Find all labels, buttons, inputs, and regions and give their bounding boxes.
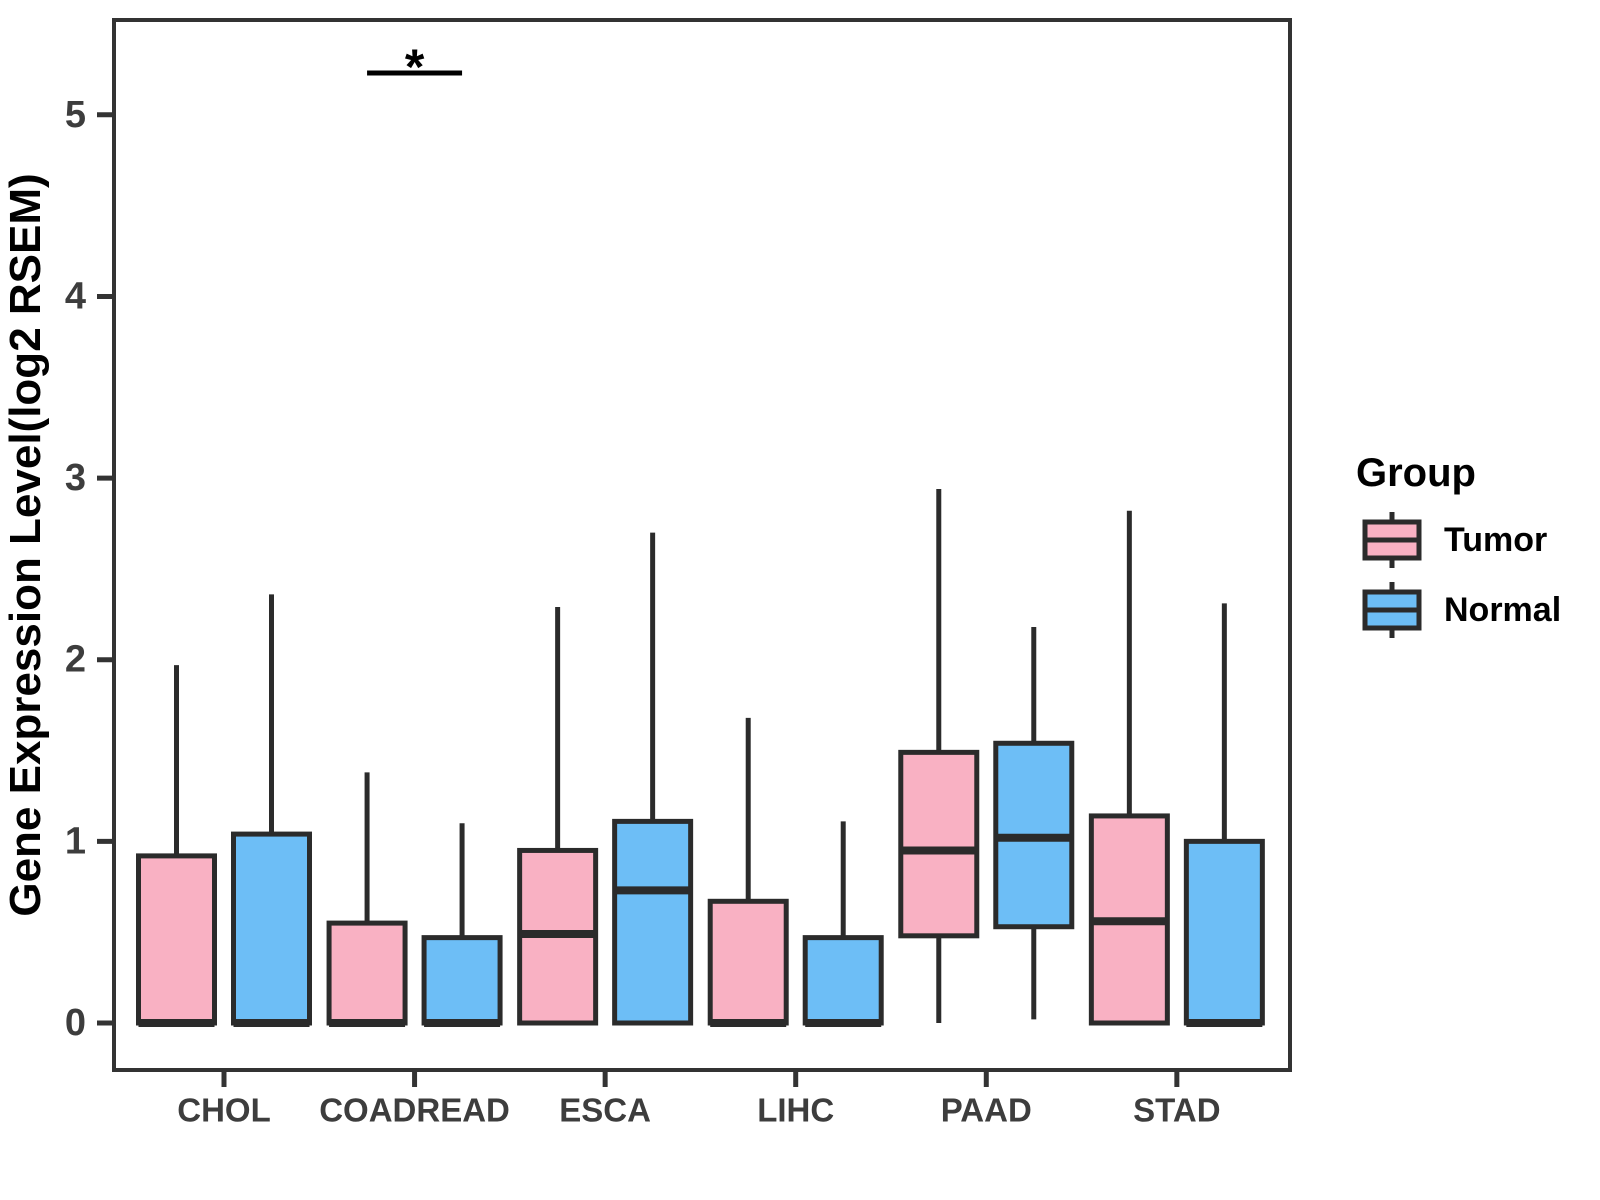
box-esca-normal	[612, 532, 694, 1026]
y-tick-label: 2	[65, 639, 86, 681]
box-paad-normal	[993, 627, 1075, 1020]
box-lihc-normal	[802, 821, 884, 1027]
legend: Group Tumor Normal	[1356, 451, 1561, 638]
box-coadread-normal	[421, 823, 503, 1027]
x-tick-label-paad: PAAD	[941, 1092, 1032, 1129]
y-tick-label: 4	[65, 275, 86, 317]
iqr-box	[326, 920, 408, 1026]
iqr-box	[612, 818, 694, 1026]
legend-item-normal: Normal	[1362, 582, 1561, 638]
x-tick-label-lihc: LIHC	[757, 1092, 834, 1129]
box-chol-normal	[231, 594, 312, 1027]
x-tick-label-stad: STAD	[1133, 1092, 1220, 1129]
legend-item-tumor: Tumor	[1362, 512, 1547, 568]
y-tick-label: 0	[65, 1002, 86, 1044]
iqr-box	[231, 831, 312, 1026]
box-esca-tumor	[517, 607, 599, 1026]
iqr-box	[802, 935, 884, 1026]
iqr-box	[898, 749, 980, 939]
significance-star: *	[405, 39, 425, 95]
legend-label: Tumor	[1444, 521, 1547, 559]
box-stad-normal	[1183, 603, 1265, 1027]
iqr-box	[136, 853, 217, 1026]
box-coadread-tumor	[326, 772, 408, 1027]
legend-label: Normal	[1444, 591, 1561, 629]
y-tick-label: 1	[65, 820, 86, 862]
y-tick-label: 3	[65, 457, 86, 499]
panel-border	[112, 18, 1292, 1072]
iqr-box	[707, 898, 789, 1026]
iqr-box	[421, 935, 503, 1026]
box-lihc-tumor	[707, 717, 789, 1027]
y-tick-label: 5	[65, 94, 86, 136]
iqr-box	[1183, 838, 1265, 1026]
x-tick-label-coadread: COADREAD	[319, 1092, 510, 1129]
x-tick-label-esca: ESCA	[559, 1092, 651, 1129]
legend-title: Group	[1356, 451, 1476, 495]
significance-annotation: *	[367, 39, 463, 95]
box-paad-tumor	[898, 488, 980, 1023]
box-chol-tumor	[136, 665, 217, 1027]
y-axis-title: Gene Expression Level(log2 RSEM)	[1, 173, 50, 916]
x-tick-label-chol: CHOL	[177, 1092, 271, 1129]
box-stad-tumor	[1088, 510, 1170, 1026]
